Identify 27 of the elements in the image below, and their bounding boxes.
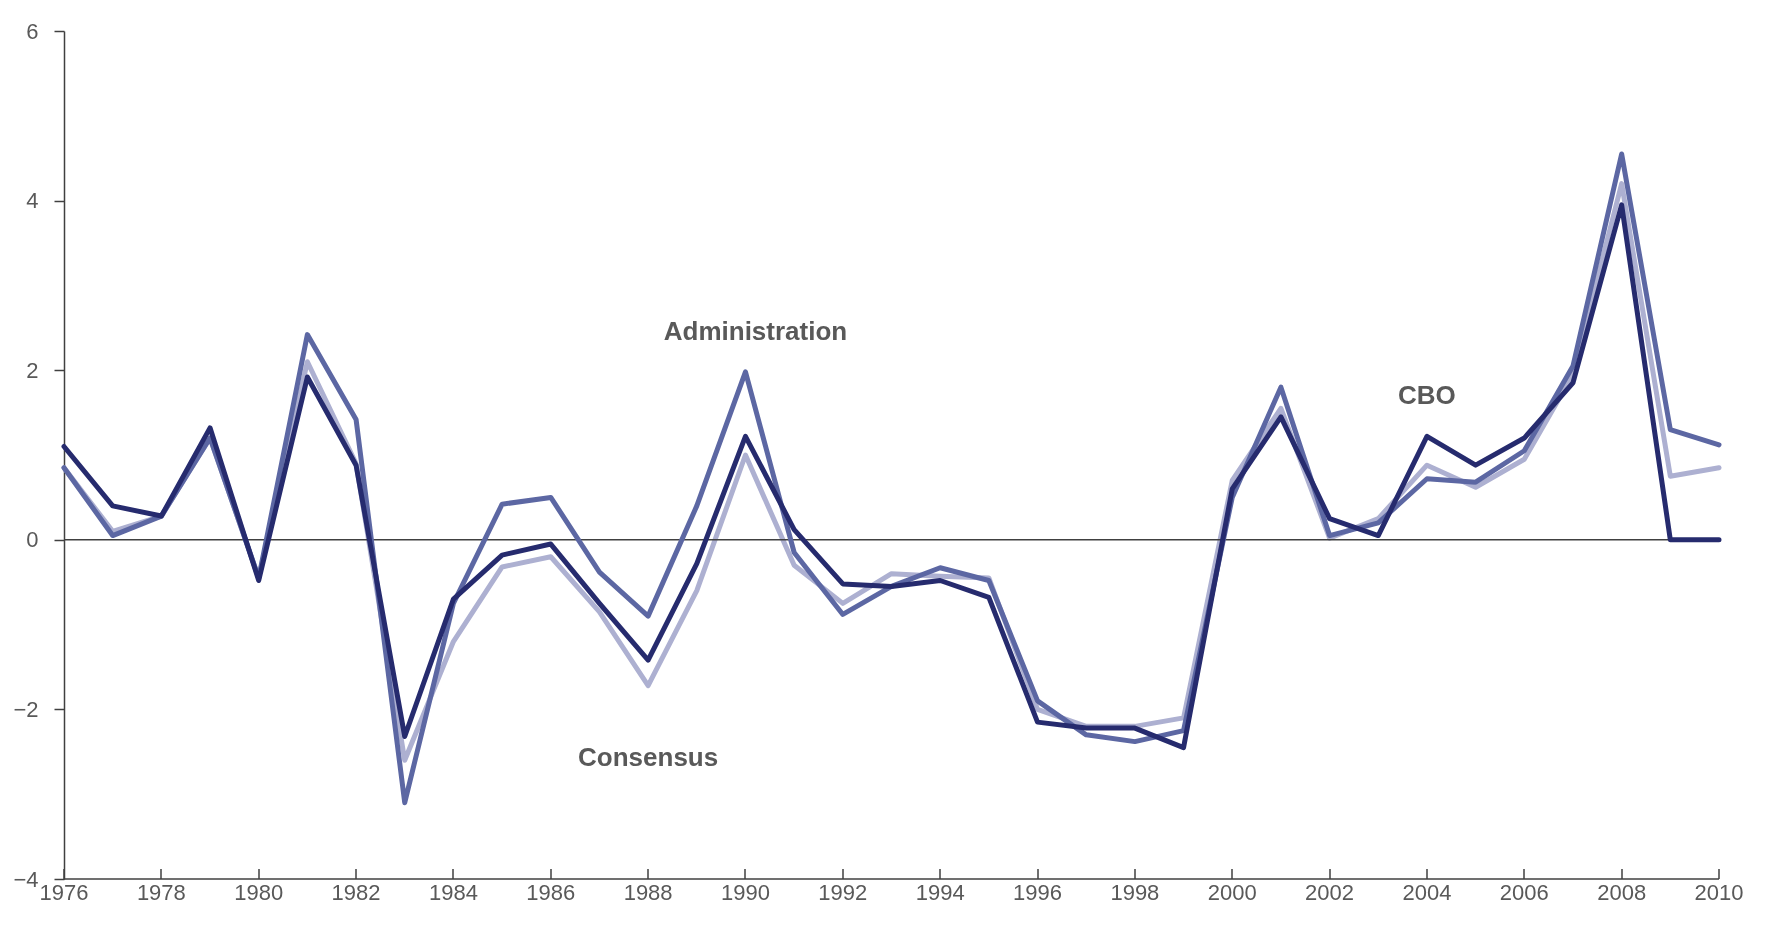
x-tick-label: 1982 <box>331 880 381 905</box>
x-tick-label: 1980 <box>234 880 284 905</box>
x-tick-label: 2006 <box>1499 880 1549 905</box>
x-tick-label: 1996 <box>1013 880 1063 905</box>
x-tick-label: 2008 <box>1597 880 1647 905</box>
x-tick-label: 2004 <box>1402 880 1452 905</box>
x-tick-label: 2010 <box>1694 880 1744 905</box>
x-tick-label: 1994 <box>915 880 965 905</box>
x-tick-label: 2000 <box>1207 880 1257 905</box>
x-tick-label: 1984 <box>428 880 478 905</box>
x-tick-label: 1992 <box>818 880 868 905</box>
x-tick-label: 1976 <box>39 880 89 905</box>
series-label: Administration <box>663 315 848 346</box>
text: Consensus <box>578 741 719 772</box>
y-tick-label: −2 <box>13 696 39 722</box>
x-tick-label: 1978 <box>136 880 186 905</box>
y-tick-label: 4 <box>26 188 39 214</box>
y-tick-label: −4 <box>13 866 39 892</box>
y-tick-label: 2 <box>26 357 39 383</box>
y-tick-label: 0 <box>26 527 39 553</box>
x-tick-label: 1986 <box>526 880 576 905</box>
x-tick-label: 1988 <box>623 880 673 905</box>
x-tick-label: 1990 <box>720 880 770 905</box>
x-tick-label: 1998 <box>1110 880 1160 905</box>
y-tick-label: 6 <box>26 18 39 44</box>
series-label: CBO <box>1398 380 1456 411</box>
x-tick-label: 2002 <box>1305 880 1355 905</box>
